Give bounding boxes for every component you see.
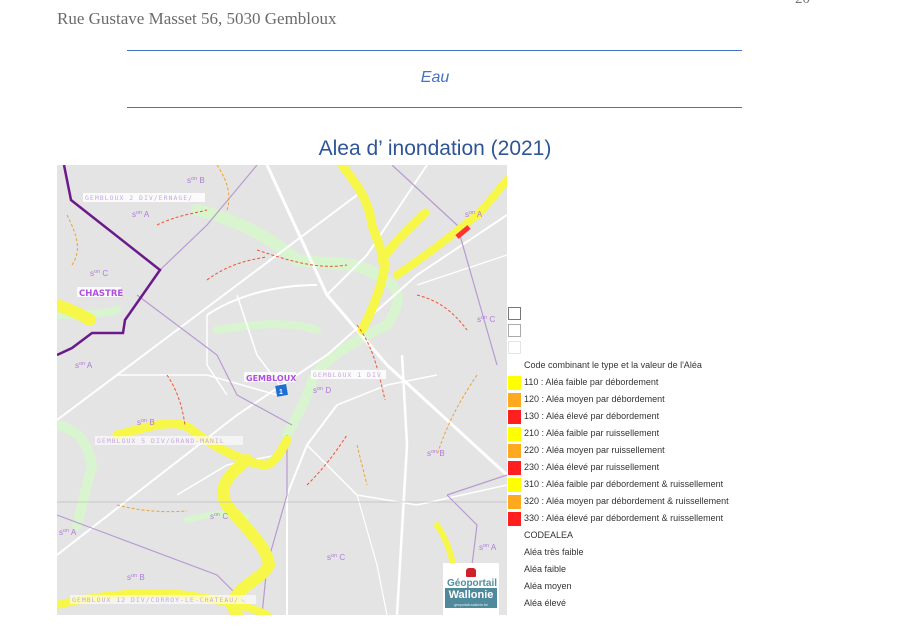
legend-title: Code combinant le type et la valeur de l…	[524, 360, 702, 370]
label-div12: GEMBLOUX 12 DIV/CORROY-LE-CHATEAU/	[72, 596, 239, 604]
label-ernage: GEMBLOUX 2 DIV/ERNAGE/	[85, 194, 193, 202]
legend-codealea-item: Aléa élevé	[524, 598, 567, 608]
legend-label: 320 : Aléa moyen par débordement & ruiss…	[524, 496, 729, 506]
label-div5: GEMBLOUX 5 DIV/GRAND-MANIL	[97, 437, 225, 445]
flood-zone-eleve	[455, 225, 471, 239]
section-label: son A	[479, 543, 497, 552]
divider-top	[127, 50, 742, 51]
location-marker-icon[interactable]	[275, 384, 288, 397]
legend-swatch	[508, 478, 521, 492]
layer-checkbox-3[interactable]	[508, 341, 521, 354]
flood-zone-faible	[57, 165, 507, 615]
wallonia-rooster-icon	[466, 568, 476, 577]
section-heading: Eau	[420, 69, 450, 86]
section-label: son C	[90, 269, 108, 278]
legend-label: 130 : Aléa élevé par débordement	[524, 411, 660, 421]
legend-codealea-item: Aléa moyen	[524, 581, 572, 591]
section-label: son A	[75, 361, 93, 370]
legend-swatch	[508, 444, 521, 458]
divider-bottom	[127, 107, 742, 108]
section-label: son B	[137, 418, 155, 427]
page-number: 20	[795, 0, 810, 8]
section-label: son A	[59, 528, 77, 537]
flood-hazard-map: GEMBLOUX 2 DIV/ERNAGE/ CHASTRE GEMBLOUX …	[57, 165, 507, 615]
section-label: son B	[127, 573, 145, 582]
legend-codealea-title: CODEALEA	[524, 530, 574, 540]
legend-swatch	[508, 495, 521, 509]
section-label: son A	[132, 210, 150, 219]
legend-label: 230 : Aléa élevé par ruissellement	[524, 462, 660, 472]
geoportail-logo: Géoportail Wallonie geoportail.wallonie.…	[443, 563, 499, 615]
layer-checkbox-2[interactable]	[508, 324, 521, 337]
legend-swatch	[508, 376, 521, 390]
legend-label: 210 : Aléa faible par ruissellement	[524, 428, 660, 438]
legend-swatch	[508, 410, 521, 424]
legend-codealea-item: Aléa faible	[524, 564, 567, 574]
legend-label: 310 : Aléa faible par débordement & ruis…	[524, 479, 724, 489]
legend-swatch	[508, 461, 521, 475]
legend-label: 120 : Aléa moyen par débordement	[524, 394, 665, 404]
section-label: son D	[313, 386, 331, 395]
legend-label: 330 : Aléa élevé par débordement & ruiss…	[524, 513, 724, 523]
legend-swatch	[508, 512, 521, 526]
legend-codealea-item: Aléa très faible	[524, 547, 584, 557]
document-header-address: Rue Gustave Masset 56, 5030 Gembloux	[57, 9, 337, 28]
logo-url: geoportail.wallonie.be	[445, 602, 497, 608]
logo-line2: Wallonie	[445, 588, 497, 604]
commune-boundary	[57, 165, 162, 357]
legend-swatch	[508, 427, 521, 441]
section-label: son C	[210, 512, 228, 521]
runoff-lines	[66, 165, 478, 513]
figure-title: Alea d’ inondation (2021)	[318, 137, 552, 160]
layer-checkbox-1[interactable]	[508, 307, 521, 320]
logo-line1: Géoportail	[447, 578, 498, 589]
legend-label: 220 : Aléa moyen par ruissellement	[524, 445, 665, 455]
section-label: son B	[187, 176, 205, 185]
legend-swatch	[508, 393, 521, 407]
label-chastre: CHASTRE	[79, 289, 123, 299]
section-label: son C	[327, 553, 345, 562]
section-label: son B	[427, 449, 445, 458]
label-gembloux: GEMBLOUX	[246, 374, 297, 383]
section-label: son C	[477, 315, 495, 324]
label-div1: GEMBLOUX 1 DIV	[313, 371, 382, 379]
map-canvas: GEMBLOUX 2 DIV/ERNAGE/ CHASTRE GEMBLOUX …	[57, 165, 507, 615]
location-marker-number: 1	[279, 389, 283, 396]
section-label: son A	[465, 210, 483, 219]
legend-label: 110 : Aléa faible par débordement	[524, 377, 659, 387]
